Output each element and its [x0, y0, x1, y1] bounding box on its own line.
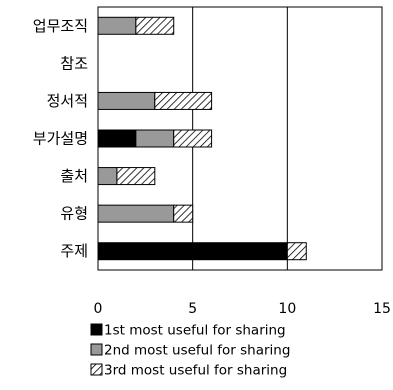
legend-label: 3rd most useful for sharing	[104, 363, 287, 379]
category-label: 업무조직	[33, 17, 88, 35]
bar-segment	[116, 167, 156, 186]
bar-segment	[286, 242, 307, 261]
x-tick-label: 15	[373, 301, 391, 317]
category-label: 참조	[60, 54, 88, 72]
bar-segment	[135, 129, 175, 148]
legend-label: 2nd most useful for sharing	[104, 343, 290, 359]
category-label: 유형	[60, 205, 88, 223]
bar-segment	[97, 91, 156, 110]
x-tick-label: 5	[188, 301, 197, 317]
x-tick-label: 10	[278, 301, 296, 317]
bar-segment	[97, 167, 118, 186]
bar-segment	[173, 129, 213, 148]
legend-label: 1st most useful for sharing	[104, 323, 286, 339]
bar-segment	[135, 16, 175, 35]
category-label: 정서적	[47, 92, 88, 110]
category-label: 주제	[60, 242, 88, 260]
bar-segment	[97, 204, 175, 223]
category-label: 출처	[60, 167, 88, 185]
legend-swatch	[90, 343, 103, 356]
bar-segment	[154, 91, 213, 110]
legend-swatch	[90, 323, 103, 336]
bar-segment	[97, 16, 137, 35]
bar-segment	[97, 242, 288, 261]
category-label: 부가설명	[33, 130, 88, 148]
x-tick-label: 0	[94, 301, 103, 317]
legend-swatch	[90, 363, 103, 376]
bar-segment	[173, 204, 194, 223]
bar-segment	[97, 129, 137, 148]
